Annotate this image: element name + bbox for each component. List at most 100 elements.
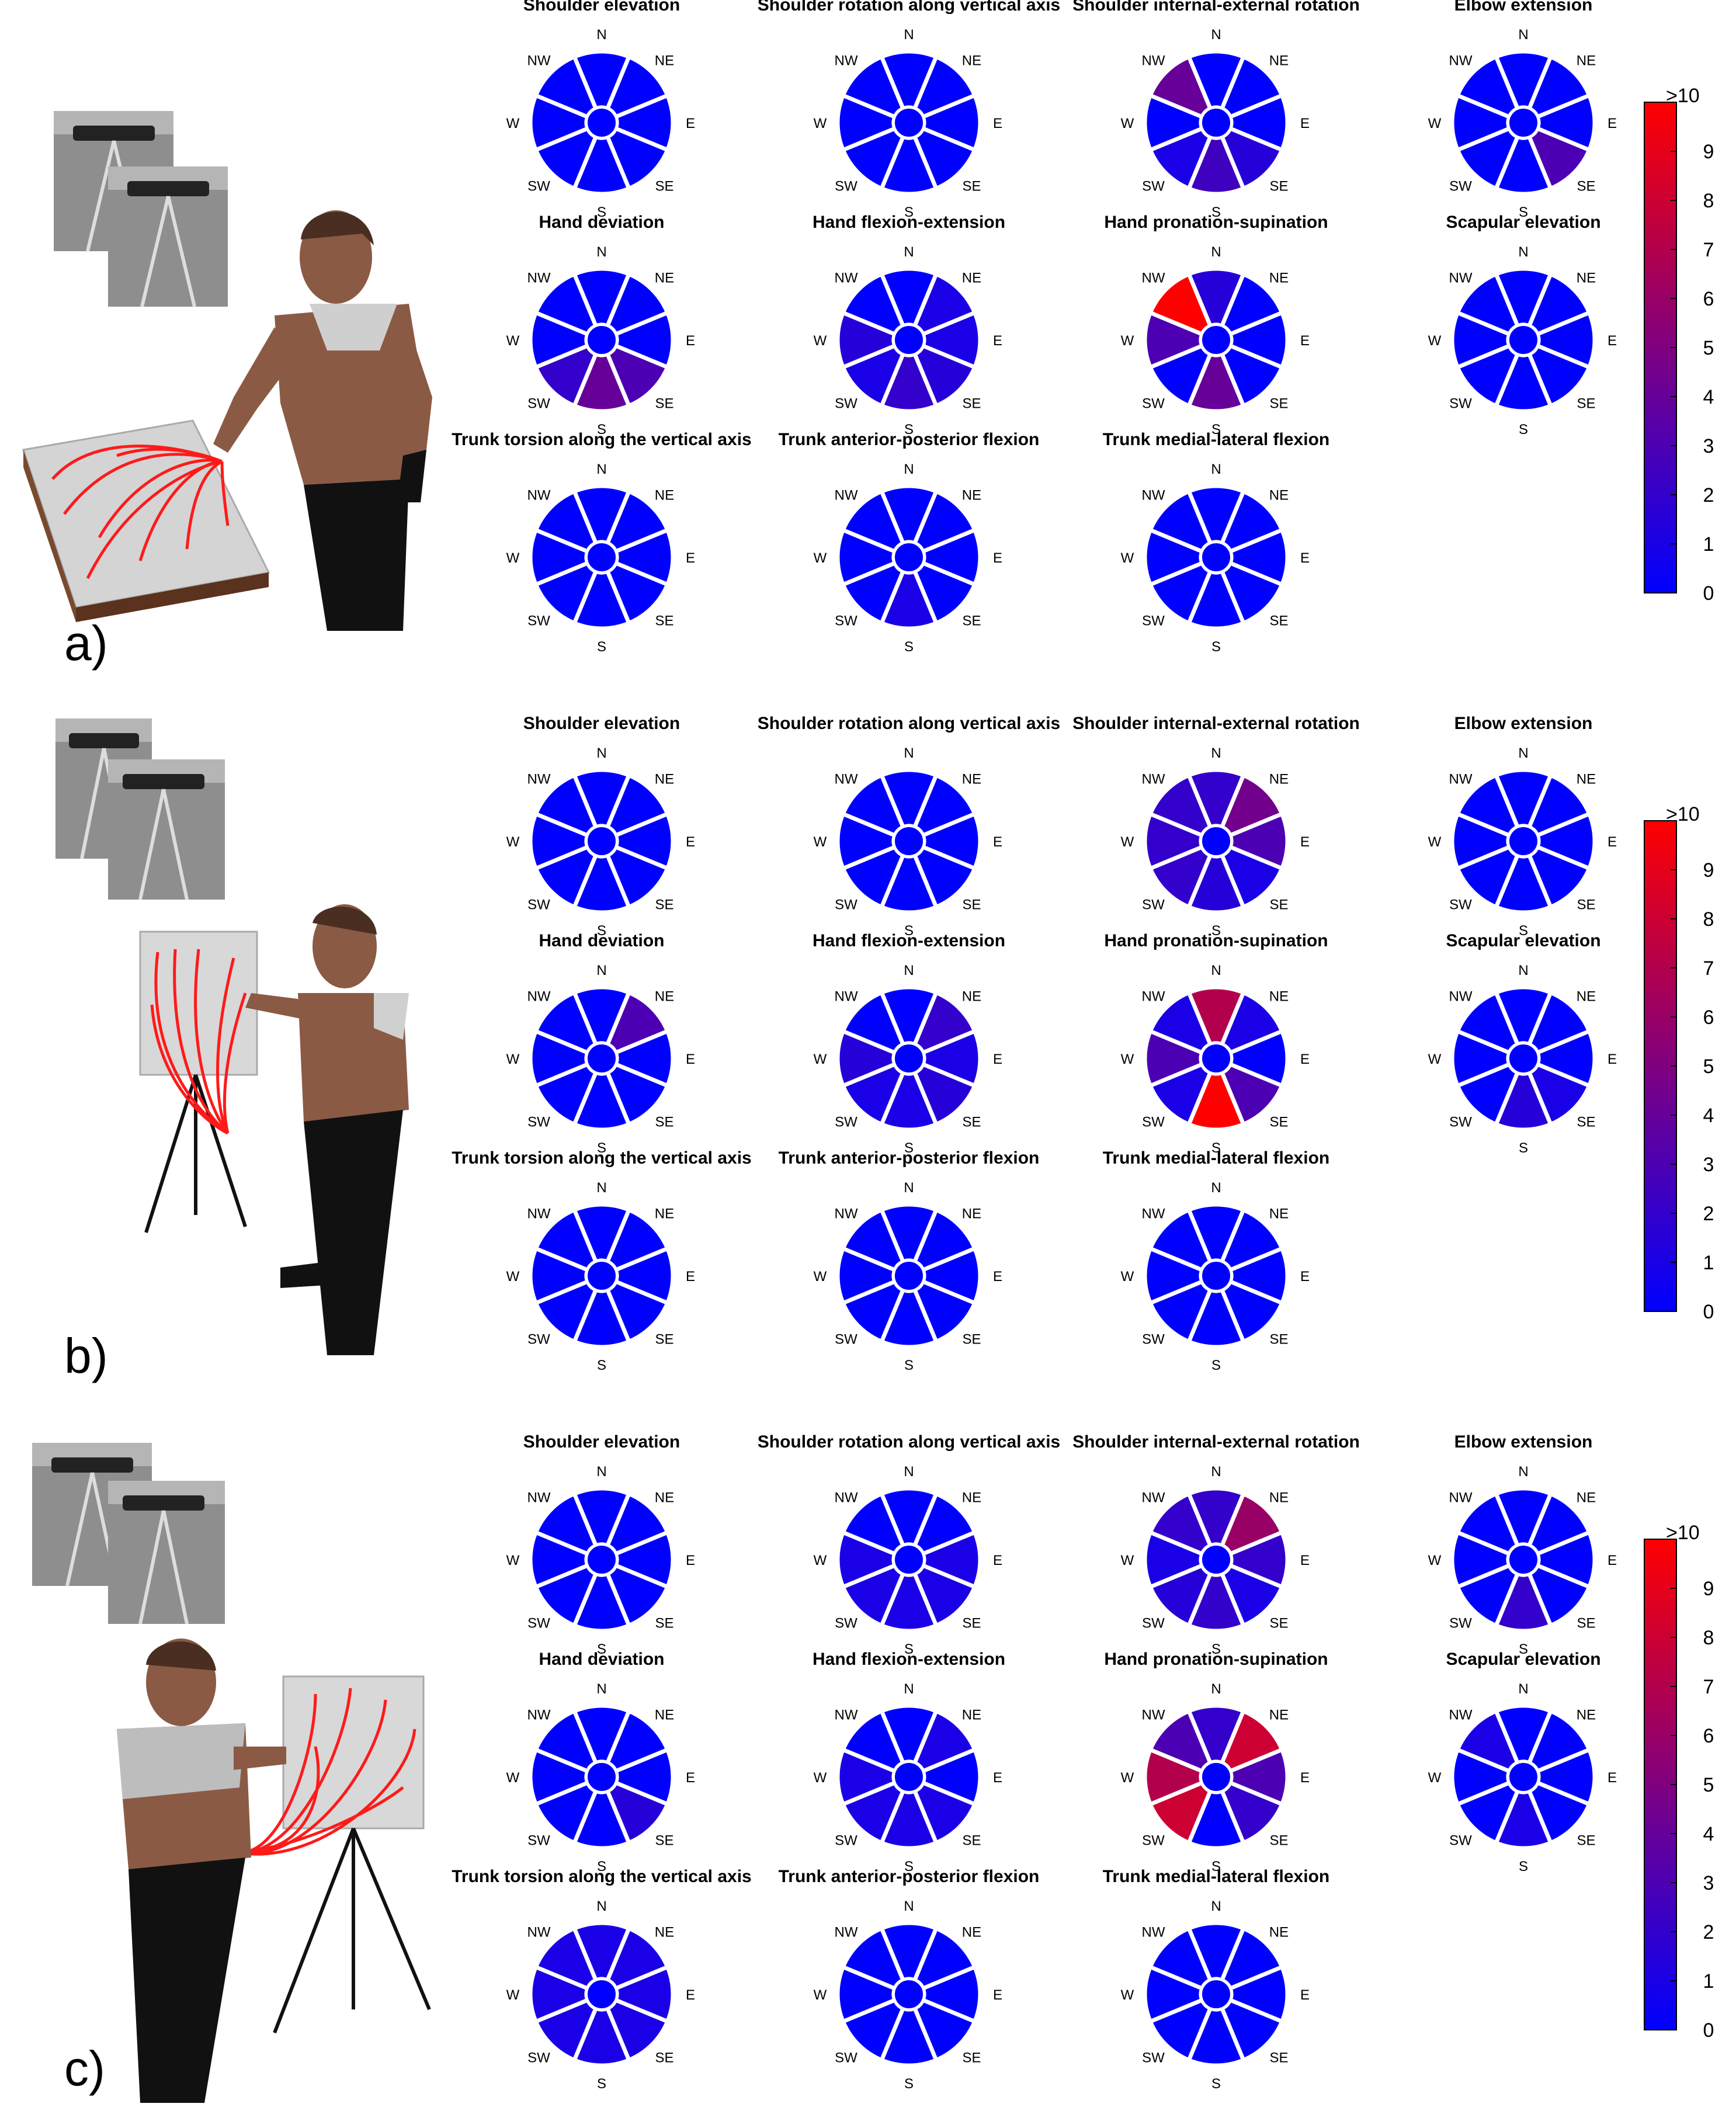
- sensor-camera-icon: [108, 1481, 225, 1624]
- direction-label: SE: [655, 613, 673, 629]
- center-hub: [1200, 1543, 1232, 1576]
- direction-label: NW: [527, 1490, 551, 1506]
- direction-label: SW: [1142, 897, 1165, 912]
- plot-title: Hand deviation: [539, 931, 664, 950]
- direction-label: SE: [655, 897, 673, 912]
- direction-label: NW: [1449, 53, 1473, 69]
- direction-label: W: [1121, 834, 1134, 850]
- center-hub: [893, 1259, 925, 1292]
- polar-plot: Trunk torsion along the vertical axis N NE…: [452, 1867, 751, 2092]
- direction-label: NW: [1449, 989, 1473, 1005]
- center-hub: [1507, 825, 1540, 858]
- direction-label: SW: [527, 1331, 550, 1347]
- direction-label: SE: [1269, 395, 1288, 411]
- direction-label: SW: [1449, 897, 1472, 912]
- direction-label: N: [596, 1898, 606, 1914]
- vertical-board-icon: [233, 1675, 431, 2034]
- direction-label: E: [686, 1987, 695, 2003]
- direction-label: E: [1300, 1269, 1310, 1285]
- direction-label: SW: [1142, 178, 1165, 194]
- direction-label: NW: [1142, 772, 1165, 787]
- plot-title: Shoulder internal-external rotation: [1072, 714, 1360, 733]
- direction-label: S: [904, 1140, 914, 1156]
- direction-label: NE: [962, 989, 981, 1005]
- panel-letter-a: a): [64, 616, 108, 671]
- direction-label: E: [686, 1051, 695, 1067]
- colorbar-tick-label: >10: [1666, 85, 1700, 107]
- direction-label: E: [993, 1987, 1002, 2003]
- polar-plot: Scapular elevation N NE E SE S SW W NW: [1428, 213, 1617, 438]
- plot-title: Shoulder internal-external rotation: [1072, 1432, 1360, 1452]
- plot-title: Trunk torsion along the vertical axis: [452, 1148, 751, 1168]
- center-hub: [585, 541, 618, 574]
- colorbar-tick-label: 4: [1703, 1105, 1714, 1127]
- direction-label: SE: [1269, 613, 1288, 629]
- direction-label: NW: [1449, 270, 1473, 286]
- plot-title: Shoulder elevation: [523, 1432, 680, 1452]
- direction-label: W: [1121, 1269, 1134, 1285]
- direction-label: N: [596, 1681, 606, 1697]
- direction-label: N: [596, 1464, 606, 1480]
- direction-label: W: [1428, 834, 1442, 850]
- direction-label: SW: [1142, 1331, 1165, 1347]
- plot-title: Scapular elevation: [1446, 213, 1600, 232]
- direction-label: E: [1300, 1987, 1310, 2003]
- person-figure-icon: [117, 1639, 286, 2103]
- direction-label: W: [506, 550, 520, 566]
- direction-label: N: [1211, 1681, 1221, 1697]
- plot-title: Hand deviation: [539, 213, 664, 232]
- colorbar-tick-label: 8: [1703, 908, 1714, 931]
- direction-label: E: [1300, 1770, 1310, 1786]
- direction-label: S: [904, 1859, 914, 1874]
- center-hub: [1507, 1042, 1540, 1075]
- direction-label: NE: [962, 1925, 981, 1941]
- direction-label: NW: [835, 53, 858, 69]
- direction-label: E: [1300, 1553, 1310, 1568]
- direction-label: S: [1519, 204, 1528, 220]
- center-hub: [1200, 324, 1232, 356]
- direction-label: NE: [655, 1707, 674, 1723]
- direction-label: N: [904, 461, 914, 477]
- direction-label: W: [1428, 116, 1442, 131]
- center-hub: [893, 541, 925, 574]
- center-hub: [893, 1761, 925, 1793]
- colorbar-tick-label: 0: [1703, 1301, 1714, 1323]
- direction-label: NE: [1577, 1707, 1596, 1723]
- direction-label: SW: [527, 613, 550, 629]
- direction-label: NW: [527, 1707, 551, 1723]
- center-hub: [585, 1042, 618, 1075]
- polar-plot: Elbow extension N NE E SE S SW W NW: [1428, 0, 1617, 220]
- direction-label: NW: [1142, 53, 1165, 69]
- direction-label: SE: [962, 1615, 981, 1631]
- direction-label: SE: [1577, 1832, 1595, 1848]
- direction-label: NE: [1269, 1925, 1289, 1941]
- polar-plot: Hand flexion-extension N NE E SE S SW W NW: [813, 1650, 1005, 1874]
- colorbar: 0 1 2 3 4 5 6 7 8 9 >10: [1644, 1522, 1714, 2042]
- direction-label: E: [993, 1553, 1002, 1568]
- direction-label: SE: [1269, 1114, 1288, 1130]
- direction-label: SE: [1269, 1615, 1288, 1631]
- direction-label: SE: [1577, 395, 1595, 411]
- direction-label: NW: [835, 1490, 858, 1506]
- direction-label: W: [1428, 1051, 1442, 1067]
- direction-label: SW: [1449, 1832, 1472, 1848]
- person-figure-icon: [213, 210, 432, 631]
- center-hub: [585, 1259, 618, 1292]
- polar-plot: Hand flexion-extension N NE E SE S SW W NW: [813, 213, 1005, 438]
- direction-label: N: [1518, 963, 1528, 978]
- colorbar-tick-label: 3: [1703, 435, 1714, 457]
- colorbar-tick-label: 9: [1703, 859, 1714, 881]
- center-hub: [1200, 106, 1232, 139]
- direction-label: NW: [1449, 772, 1473, 787]
- direction-label: NE: [655, 1206, 674, 1222]
- direction-label: S: [904, 2076, 914, 2092]
- direction-label: S: [597, 204, 606, 220]
- colorbar-tick-label: 0: [1703, 2019, 1714, 2042]
- direction-label: NE: [655, 53, 674, 69]
- direction-label: N: [1211, 745, 1221, 761]
- direction-label: E: [993, 333, 1002, 349]
- direction-label: E: [1300, 116, 1310, 131]
- direction-label: NW: [1142, 1490, 1165, 1506]
